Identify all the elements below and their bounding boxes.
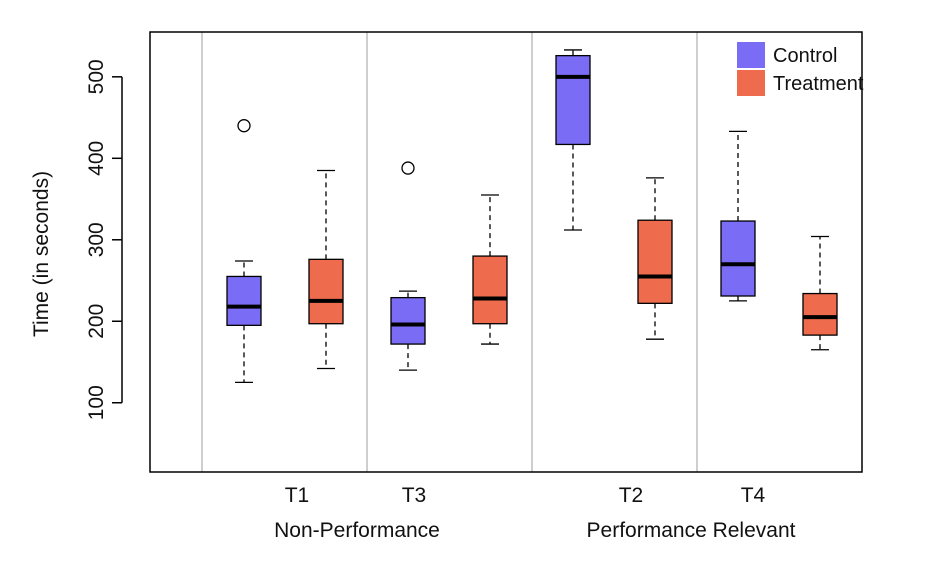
box-t4-control [720,130,756,302]
y-tick-label: 300 [85,222,108,257]
iqr-box [637,219,673,304]
legend-swatch-control [737,42,765,68]
box-t2-treatment [637,177,673,340]
group-label: Performance Relevant [587,519,796,542]
box-t3-treatment [472,194,508,345]
iqr-box [472,255,508,325]
iqr-box [390,296,426,345]
task-label-t3: T3 [402,484,427,507]
y-axis-label: Time (in seconds) [30,171,53,337]
group-dividers [201,32,698,472]
box-series [226,49,838,384]
group-label: Non-Performance [274,519,440,542]
task-label-t2: T2 [619,484,644,507]
legend-swatch-treatment [737,70,765,96]
outlier-point [237,119,251,133]
box-t1-control [226,119,262,384]
box-t4-treatment [802,235,838,351]
outlier-point [401,161,415,175]
task-label-t4: T4 [741,484,766,507]
iqr-box [308,258,344,325]
legend-label-treatment: Treatment [773,73,864,95]
y-tick-label: 100 [85,385,108,420]
plot-frame [149,31,863,473]
iqr-box [802,292,838,336]
box-t3-control [390,161,426,371]
legend-label-control: Control [773,45,837,67]
box-t2-control [555,49,591,231]
y-tick-label: 200 [85,304,108,339]
legend: Control Treatment [737,42,864,96]
y-tick-label: 500 [85,59,108,94]
task-label-t1: T1 [285,484,310,507]
iqr-box [226,275,262,326]
y-tick-label: 400 [85,141,108,176]
y-axis: 100 200 300 400 500 [85,59,123,420]
iqr-box [720,220,756,297]
iqr-box [555,54,591,146]
box-t1-treatment [308,169,344,370]
x-axis-labels: T1 T3 T2 T4 Non-Performance Performance Relev… [274,484,795,542]
